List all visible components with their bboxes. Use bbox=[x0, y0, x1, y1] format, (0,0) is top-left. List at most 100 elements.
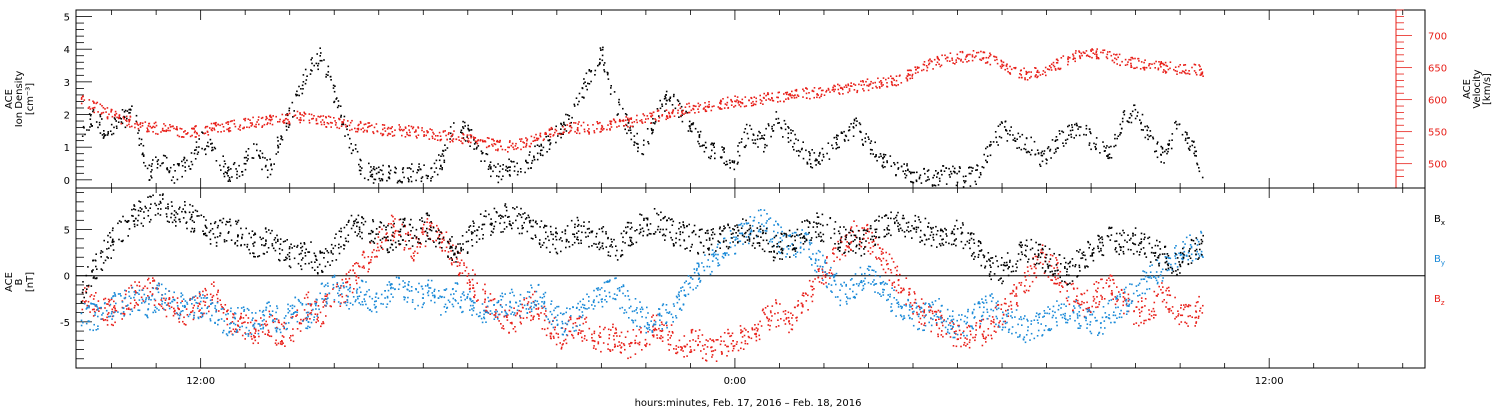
density-series-point bbox=[975, 169, 977, 171]
velocity-series-point bbox=[1103, 49, 1106, 51]
density-series-point bbox=[905, 174, 908, 177]
velocity-series-point bbox=[1050, 66, 1052, 69]
by-series-point bbox=[275, 329, 278, 331]
velocity-series-point bbox=[315, 118, 318, 120]
velocity-series-point bbox=[304, 113, 307, 115]
bz-series-point bbox=[198, 292, 201, 295]
density-series-point bbox=[1188, 137, 1190, 139]
density-series-point bbox=[533, 155, 535, 158]
bz-series-point bbox=[991, 316, 994, 318]
by-series-point bbox=[124, 289, 126, 292]
density-series-point bbox=[102, 137, 105, 139]
velocity-series-point bbox=[180, 136, 183, 138]
velocity-series-point bbox=[423, 135, 425, 137]
velocity-series-point bbox=[812, 90, 815, 93]
bz-series-point bbox=[447, 251, 450, 253]
by-series-point bbox=[337, 285, 339, 288]
density-series-point bbox=[223, 172, 225, 175]
velocity-series-point bbox=[793, 97, 796, 99]
bz-series-point bbox=[669, 337, 671, 339]
density-series-point bbox=[956, 181, 959, 184]
density-series-point bbox=[989, 145, 991, 147]
density-series-point bbox=[397, 180, 399, 182]
velocity-series-point bbox=[966, 61, 968, 63]
bz-series-point bbox=[592, 339, 594, 342]
velocity-series-point bbox=[763, 92, 765, 95]
velocity-series-point bbox=[1009, 73, 1012, 75]
bz-series-point bbox=[92, 315, 95, 317]
velocity-series-point bbox=[269, 114, 271, 117]
velocity-tick-label: 500 bbox=[1428, 160, 1447, 171]
density-series-point bbox=[1187, 137, 1189, 139]
density-series-point bbox=[998, 135, 1001, 138]
velocity-series-point bbox=[360, 122, 362, 124]
bz-series-point bbox=[935, 322, 938, 325]
velocity-series-point bbox=[1092, 52, 1095, 54]
density-series-point bbox=[607, 78, 610, 80]
density-series-point bbox=[109, 130, 112, 132]
velocity-series-point bbox=[890, 80, 893, 83]
by-series-point bbox=[94, 312, 97, 314]
bz-series-point bbox=[775, 302, 778, 305]
velocity-series-point bbox=[1124, 58, 1127, 61]
bz-series-point bbox=[622, 343, 625, 345]
by-series-point bbox=[171, 300, 173, 303]
bz-series-point bbox=[1015, 288, 1018, 290]
density-series-point bbox=[712, 143, 714, 145]
bz-series-point bbox=[443, 239, 445, 241]
velocity-series-point bbox=[1131, 56, 1133, 59]
by-series-point bbox=[316, 299, 318, 301]
velocity-series-point bbox=[890, 75, 892, 77]
velocity-series-point bbox=[1020, 74, 1022, 76]
by-series-point bbox=[386, 296, 389, 299]
bz-series-point bbox=[891, 284, 894, 286]
bz-series-point bbox=[1077, 302, 1080, 305]
bz-series-point bbox=[839, 258, 841, 261]
velocity-series-point bbox=[1200, 72, 1203, 75]
bz-series-point bbox=[952, 345, 955, 347]
density-series-point bbox=[560, 128, 562, 130]
bz-series-point bbox=[1120, 288, 1123, 291]
by-series-point bbox=[337, 301, 340, 303]
velocity-series-point bbox=[580, 124, 583, 127]
bz-series-point bbox=[442, 236, 445, 238]
bz-series-point bbox=[683, 356, 685, 358]
density-series-point bbox=[115, 125, 118, 128]
bz-series-point bbox=[964, 337, 967, 339]
bz-series-point bbox=[130, 284, 133, 287]
density-series-point bbox=[942, 165, 944, 167]
density-series-point bbox=[904, 176, 907, 179]
velocity-series-point bbox=[548, 129, 551, 132]
by-series-point bbox=[307, 325, 309, 328]
bz-series-point bbox=[619, 351, 622, 353]
bz-series-point bbox=[1059, 291, 1062, 293]
bz-series-point bbox=[268, 331, 270, 333]
density-series-point bbox=[421, 176, 424, 178]
bz-series-point bbox=[747, 331, 749, 333]
bz-series-point bbox=[220, 303, 222, 306]
bz-series-point bbox=[1108, 285, 1111, 287]
bz-series-point bbox=[709, 338, 711, 340]
bz-series-point bbox=[342, 285, 345, 287]
bz-series-point bbox=[1008, 305, 1010, 308]
density-series-point bbox=[585, 72, 588, 75]
density-series-point bbox=[603, 62, 606, 64]
density-series-point bbox=[281, 138, 284, 141]
density-series-point bbox=[669, 96, 672, 99]
bz-series-point bbox=[391, 234, 393, 236]
bz-series-point bbox=[326, 293, 329, 296]
density-series-point bbox=[971, 170, 973, 172]
density-series-point bbox=[1174, 122, 1176, 124]
density-series-point bbox=[976, 165, 979, 167]
velocity-series-point bbox=[457, 136, 460, 138]
velocity-series-point bbox=[596, 121, 598, 123]
by-series-point bbox=[268, 301, 270, 303]
velocity-series-point bbox=[734, 95, 736, 97]
density-series-point bbox=[89, 118, 92, 120]
velocity-series-point bbox=[952, 62, 954, 64]
velocity-series-point bbox=[217, 131, 219, 133]
bz-series-point bbox=[502, 327, 505, 330]
density-series-point bbox=[148, 179, 151, 181]
velocity-series-point bbox=[231, 120, 233, 122]
velocity-series-point bbox=[409, 131, 411, 134]
